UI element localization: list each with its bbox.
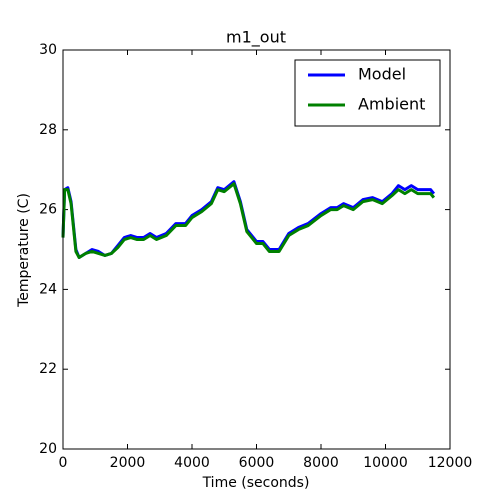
y-tick-label: 30	[39, 42, 57, 58]
plot-frame	[62, 49, 451, 450]
x-tick-label: 8000	[303, 455, 339, 471]
y-tick-label: 28	[39, 122, 57, 138]
x-tick-label: 12000	[428, 455, 473, 471]
legend-label: Model	[358, 65, 406, 84]
x-tick-label: 4000	[174, 455, 210, 471]
chart-title: m1_out	[226, 28, 286, 48]
y-axis-label: Temperature (C)	[16, 193, 32, 308]
x-tick-label: 10000	[363, 455, 408, 471]
legend-box	[294, 59, 441, 127]
x-axis-label: Time (seconds)	[202, 475, 310, 491]
y-tick-label: 22	[39, 361, 57, 377]
x-tick-label: 0	[59, 455, 68, 471]
series-line	[61, 182, 436, 259]
x-tick-label: 2000	[110, 455, 146, 471]
x-tick-label: 6000	[239, 455, 275, 471]
y-tick-label: 20	[39, 441, 57, 457]
legend-label: Ambient	[358, 95, 425, 114]
y-tick-label: 26	[39, 202, 57, 218]
y-tick-label: 24	[39, 281, 57, 297]
